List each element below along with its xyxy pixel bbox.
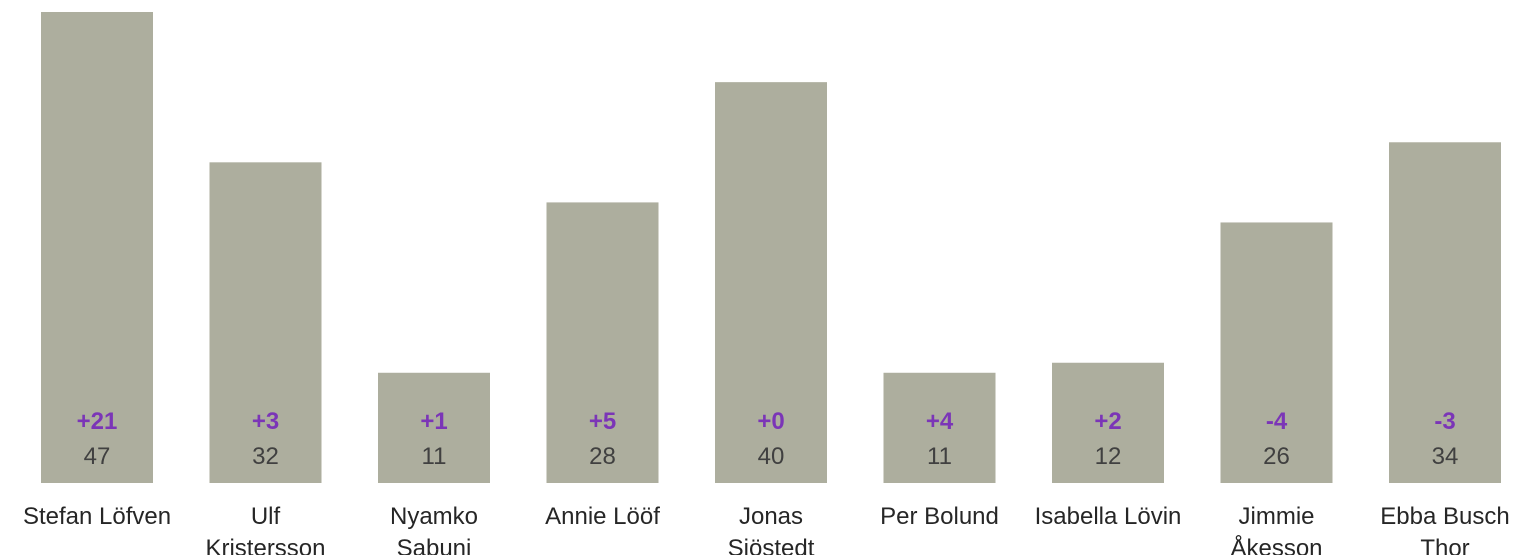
category-label: Annie Lööf: [545, 503, 660, 530]
change-label: -4: [1266, 408, 1288, 435]
category-label-line: Åkesson: [1230, 534, 1322, 555]
category-label: Isabella Lövin: [1035, 503, 1182, 530]
bar: [546, 202, 659, 484]
change-label: -3: [1434, 408, 1455, 435]
change-label: +4: [926, 408, 954, 435]
category-label: Ulf Kristersson: [205, 503, 325, 555]
category-label-line: Nyamko: [390, 503, 478, 530]
bar: [1389, 142, 1501, 483]
category-label-line: Stefan Löfven: [23, 503, 171, 530]
value-label: 32: [252, 443, 279, 470]
category-label-line: Sjöstedt: [728, 535, 815, 555]
category-label-line: Jimmie: [1239, 503, 1315, 530]
change-label: +5: [589, 408, 616, 435]
change-label: +2: [1094, 408, 1121, 435]
bar: [715, 82, 827, 484]
category-label-line: Isabella Lövin: [1035, 503, 1182, 530]
category-label-line: Jonas: [739, 503, 803, 530]
category-label: Jonas Sjöstedt: [728, 503, 815, 555]
bar: [1220, 222, 1333, 483]
value-label: 11: [927, 443, 952, 470]
value-label: 47: [84, 443, 111, 470]
category-label: Jimmie Åkesson: [1230, 503, 1322, 555]
bar: [209, 162, 322, 483]
change-label: +1: [420, 408, 447, 435]
category-label-line: Annie Lööf: [545, 503, 660, 530]
bar: [883, 372, 996, 483]
change-label: +3: [252, 408, 279, 435]
change-label: +21: [77, 408, 118, 435]
category-label: Nyamko Sabuni: [390, 503, 478, 555]
value-label: 11: [422, 443, 447, 470]
category-label-line: Thor: [1420, 535, 1469, 555]
change-label: +0: [757, 408, 784, 435]
value-label: 28: [589, 443, 616, 470]
value-label: 34: [1432, 443, 1459, 470]
category-label-line: Ebba Busch: [1380, 503, 1509, 530]
bar: [41, 12, 153, 483]
value-label: 12: [1095, 443, 1122, 470]
category-label: Per Bolund: [880, 503, 999, 530]
category-label-line: Sabuni: [397, 535, 472, 555]
category-label-line: Ulf: [251, 503, 281, 530]
category-label-line: Per Bolund: [880, 503, 999, 530]
bar: [378, 372, 490, 483]
category-label: Stefan Löfven: [23, 503, 171, 530]
bar: [1052, 362, 1164, 483]
category-label-line: Kristersson: [205, 535, 325, 555]
value-label: 26: [1263, 443, 1290, 470]
category-label: Ebba Busch Thor: [1380, 503, 1509, 555]
value-label: 40: [758, 443, 785, 470]
